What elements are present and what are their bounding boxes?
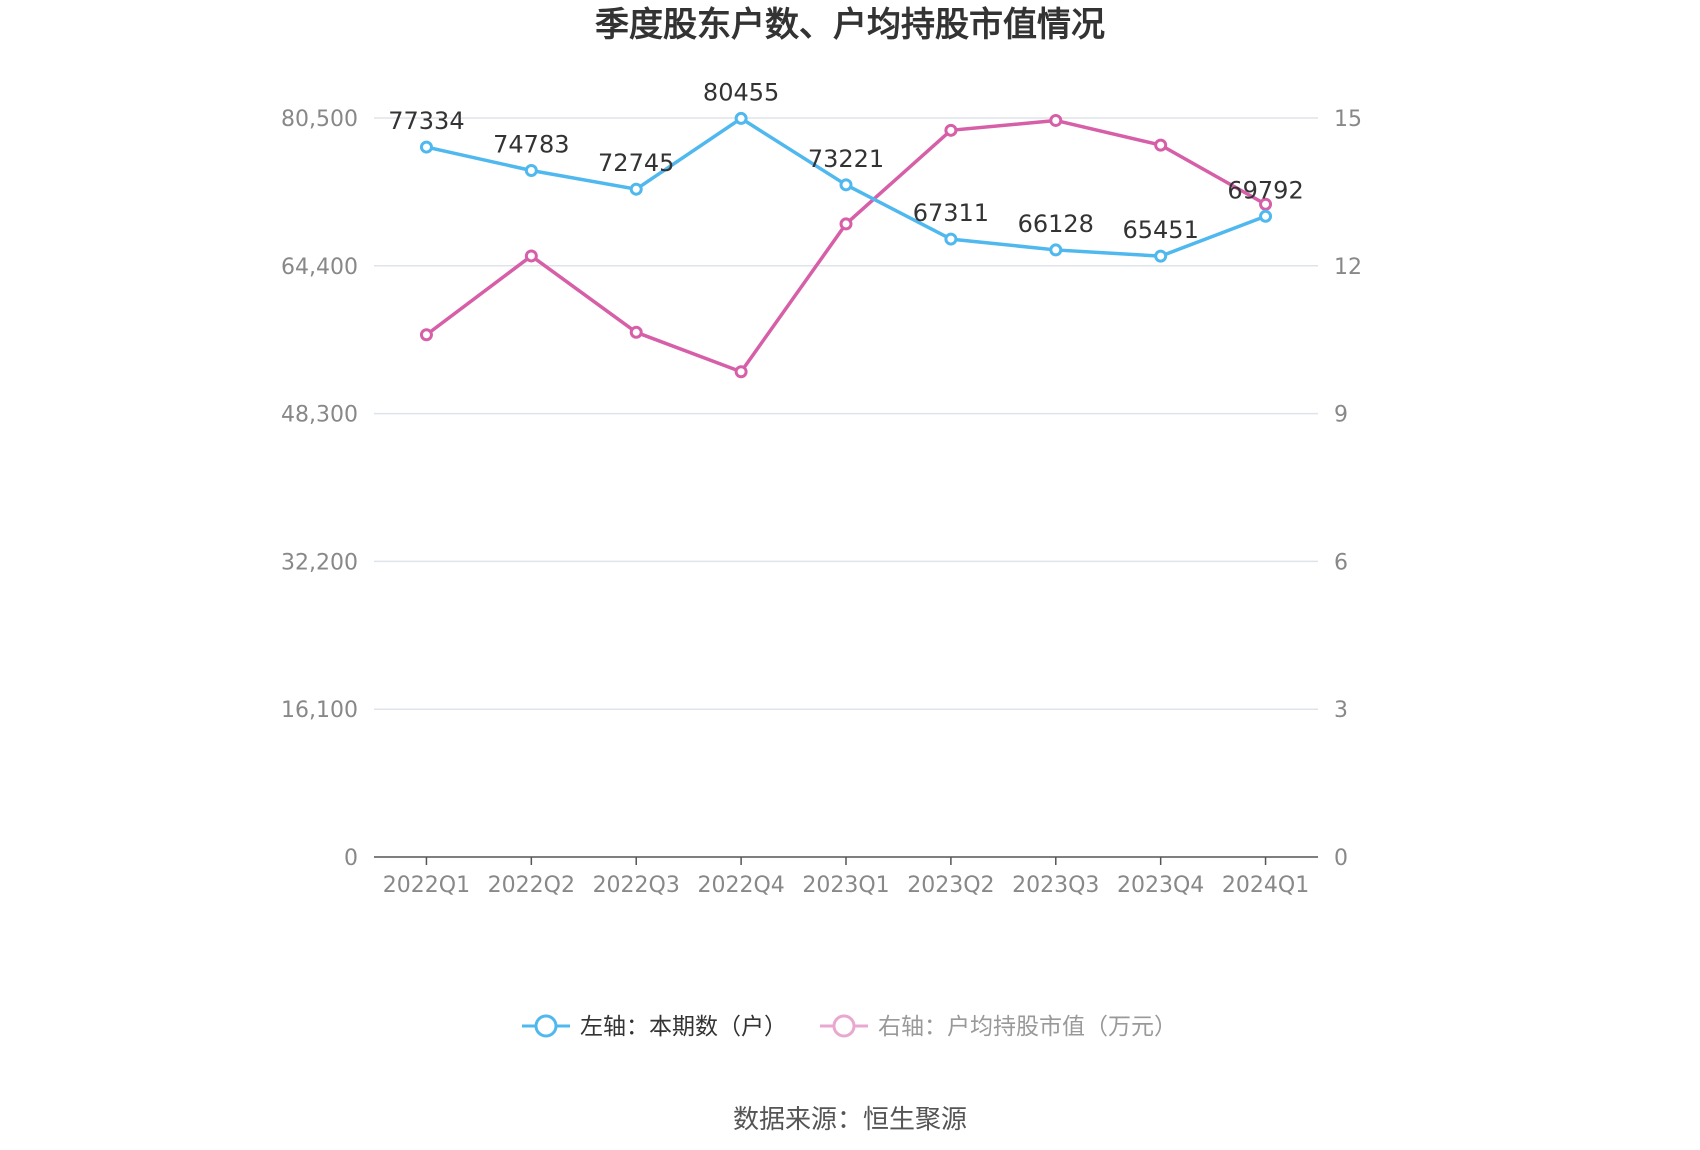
point-avg-value	[419, 328, 433, 342]
point-avg-value	[1154, 138, 1168, 152]
series-layer	[419, 111, 1273, 379]
right-tick-label: 3	[1334, 698, 1348, 723]
left-tick-label: 32,200	[281, 550, 358, 575]
x-tick-label: 2023Q2	[907, 873, 994, 898]
legend-item-left-series[interactable]: 左轴：本期数（户）	[522, 1014, 787, 1040]
point-holders	[839, 178, 853, 192]
data-labels: 77334 74783 72745 80455 73221 67311 66128 65451…	[388, 78, 1303, 244]
point-holders	[1049, 243, 1063, 257]
point-holders	[734, 111, 748, 125]
data-label-holders: 77334	[388, 107, 464, 135]
point-avg-value	[524, 249, 538, 263]
right-tick-label: 6	[1334, 550, 1348, 575]
data-label-holders: 80455	[703, 78, 779, 106]
point-avg-value	[1049, 113, 1063, 127]
source-text: 数据来源：恒生聚源	[733, 1105, 967, 1135]
x-tick-label: 2022Q1	[383, 873, 470, 898]
left-tick-label: 80,500	[281, 107, 358, 132]
x-axis: 2022Q1 2022Q2 2022Q3 2022Q4 2023Q1 2023Q2 2023…	[374, 856, 1318, 898]
x-tick-label: 2022Q4	[697, 873, 784, 898]
right-tick-label: 0	[1334, 846, 1348, 871]
right-axis-ticks: 0 3 6 9 12 15	[1334, 107, 1362, 871]
data-label-holders: 66128	[1018, 210, 1094, 238]
right-tick-label: 9	[1334, 403, 1348, 428]
right-tick-label: 15	[1334, 107, 1362, 132]
data-label-holders: 72745	[598, 149, 674, 177]
data-label-holders: 73221	[808, 145, 884, 173]
point-holders	[629, 182, 643, 196]
left-tick-label: 64,400	[281, 255, 358, 280]
legend-label-left: 左轴：本期数（户）	[580, 1014, 787, 1040]
data-label-holders: 65451	[1122, 216, 1198, 244]
x-tick-label: 2024Q1	[1222, 873, 1309, 898]
point-holders	[1154, 249, 1168, 263]
point-holders	[419, 140, 433, 154]
point-holders	[524, 163, 538, 177]
right-tick-label: 12	[1334, 255, 1362, 280]
point-avg-value	[1259, 197, 1273, 211]
point-avg-value	[629, 325, 643, 339]
left-tick-label: 0	[344, 846, 358, 871]
left-tick-label: 48,300	[281, 403, 358, 428]
x-tick-label: 2023Q4	[1117, 873, 1204, 898]
data-label-holders: 74783	[493, 130, 569, 158]
point-avg-value	[734, 365, 748, 379]
chart-title: 季度股东户数、户均持股市值情况	[595, 5, 1105, 45]
x-tick-label: 2023Q1	[802, 873, 889, 898]
point-holders	[1259, 209, 1273, 223]
left-axis-ticks: 0 16,100 32,200 48,300 64,400 80,500	[281, 107, 358, 871]
x-tick-label: 2022Q3	[593, 873, 680, 898]
x-tick-label: 2022Q2	[488, 873, 575, 898]
point-holders	[944, 232, 958, 246]
point-avg-value	[839, 217, 853, 231]
legend-item-right-series[interactable]: 右轴：户均持股市值（万元）	[820, 1014, 1177, 1040]
grid-lines	[374, 117, 1318, 710]
legend-label-right: 右轴：户均持股市值（万元）	[878, 1014, 1177, 1040]
legend-marker-right	[832, 1014, 856, 1038]
x-tick-label: 2023Q3	[1012, 873, 1099, 898]
legend-marker-left	[534, 1014, 558, 1038]
data-label-holders: 69792	[1227, 176, 1303, 204]
legend[interactable]: 左轴：本期数（户） 右轴：户均持股市值（万元）	[522, 1014, 1177, 1040]
point-avg-value	[944, 123, 958, 137]
data-label-holders: 67311	[913, 199, 989, 227]
left-tick-label: 16,100	[281, 698, 358, 723]
